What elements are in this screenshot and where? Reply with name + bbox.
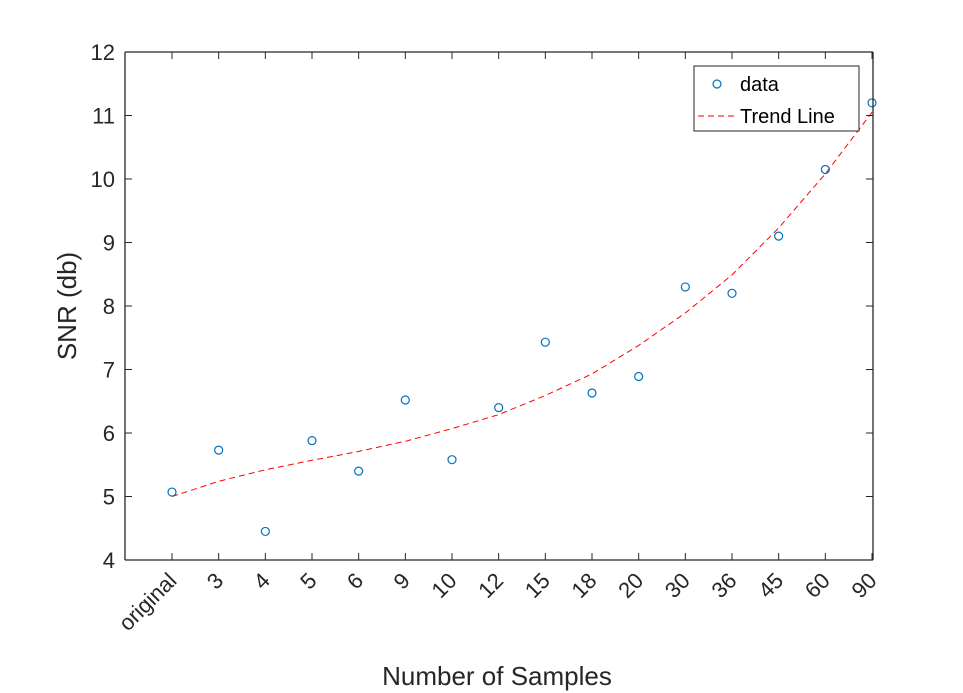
x-tick-label: 5 [295, 568, 321, 594]
x-tick-label: 30 [660, 568, 695, 603]
y-tick-label: 8 [103, 294, 115, 319]
x-tick-label: original [114, 568, 182, 636]
legend-label-trend: Trend Line [740, 106, 835, 128]
data-point [820, 164, 830, 175]
y-axis-label: SNR (db) [52, 252, 82, 360]
data-point [727, 288, 737, 298]
data-point [634, 371, 644, 382]
x-tick-label: 45 [753, 568, 788, 603]
x-axis-label: Number of Samples [382, 661, 612, 691]
y-tick-label: 6 [103, 421, 115, 446]
data-point [167, 487, 177, 497]
y-tick-label: 7 [103, 358, 115, 383]
data-point [400, 395, 410, 405]
x-tick-label: 20 [613, 568, 648, 603]
data-point [867, 98, 877, 108]
data-point [587, 388, 597, 398]
data-point [214, 445, 224, 455]
data-point [307, 436, 317, 446]
data-point [447, 455, 457, 465]
x-tick-label: 36 [707, 568, 742, 603]
legend-label-data: data [740, 74, 780, 96]
trend-line [171, 111, 873, 497]
y-tick-label: 5 [103, 485, 115, 510]
y-tick-label: 11 [92, 104, 115, 129]
data-point [774, 231, 784, 241]
trend-layer [171, 111, 873, 497]
legend-marker-data [712, 79, 722, 89]
x-tick-label: 3 [202, 568, 228, 594]
data-point [260, 526, 270, 537]
plot-area [125, 52, 873, 560]
data-point [354, 466, 364, 476]
data-point [494, 403, 504, 413]
x-tick-label: 15 [520, 568, 555, 603]
x-tick-label: 18 [567, 568, 602, 603]
x-tick-label: 4 [249, 568, 275, 594]
y-tick-label: 12 [91, 40, 115, 65]
y-tick-label: 9 [103, 231, 115, 256]
x-tick-label: 60 [800, 568, 835, 603]
x-tick-label: 90 [847, 568, 882, 603]
x-tick-label: 10 [427, 568, 462, 603]
y-tick-label: 10 [91, 167, 115, 192]
x-tick-label: 6 [342, 568, 368, 594]
data-point [680, 282, 690, 292]
x-tick-label: 12 [473, 568, 508, 603]
points-layer [167, 98, 877, 537]
x-tick-label: 9 [389, 568, 415, 594]
legend-box [693, 65, 860, 132]
y-tick-label: 4 [103, 548, 115, 573]
legend: data Trend Line [693, 65, 860, 132]
data-point [540, 337, 550, 347]
